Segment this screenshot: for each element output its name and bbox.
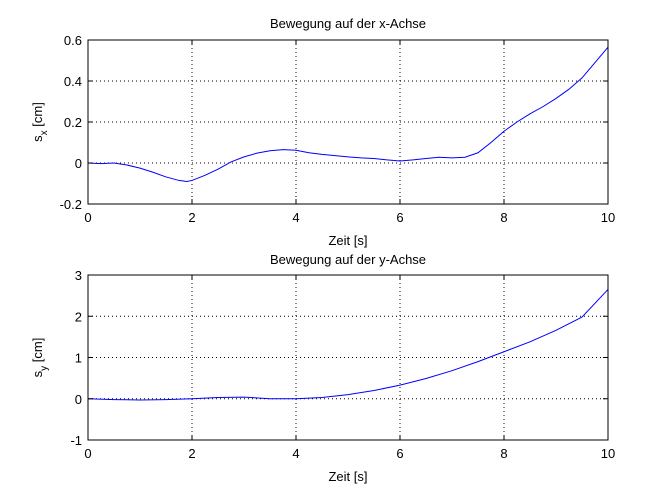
x-tick-label: 10 [601, 446, 615, 461]
y-tick-label: 0.2 [64, 115, 82, 130]
x-axis-label: Zeit [s] [328, 469, 367, 484]
x-tick-label: 2 [188, 210, 195, 225]
y-tick-label: 0 [75, 156, 82, 171]
x-tick-label: 8 [500, 210, 507, 225]
series-line [87, 289, 609, 401]
y-tick-label: 1 [75, 351, 82, 366]
x-tick-label: 4 [292, 446, 299, 461]
y-axis-label: sx [cm] [30, 102, 50, 142]
y-tick-label: 2 [75, 309, 82, 324]
chart-title: Bewegung auf der y-Achse [270, 252, 426, 267]
x-tick-label: 2 [188, 446, 195, 461]
chart-title: Bewegung auf der x-Achse [270, 16, 426, 31]
x-axis-label: Zeit [s] [328, 233, 367, 248]
x-tick-label: 6 [396, 446, 403, 461]
x-tick-label: 10 [601, 210, 615, 225]
y-tick-label: -0.2 [60, 197, 82, 212]
y-tick-label: 0.4 [64, 74, 82, 89]
x-tick-label: 4 [292, 210, 299, 225]
x-tick-label: 6 [396, 210, 403, 225]
y-axis-label: sy [cm] [30, 338, 50, 378]
y-tick-label: 0 [75, 392, 82, 407]
y-tick-label: -1 [70, 433, 82, 448]
x-tick-label: 8 [500, 446, 507, 461]
y-tick-label: 3 [75, 268, 82, 283]
series-line [87, 46, 609, 182]
x-tick-label: 0 [84, 210, 91, 225]
y-tick-label: 0.6 [64, 33, 82, 48]
x-tick-label: 0 [84, 446, 91, 461]
